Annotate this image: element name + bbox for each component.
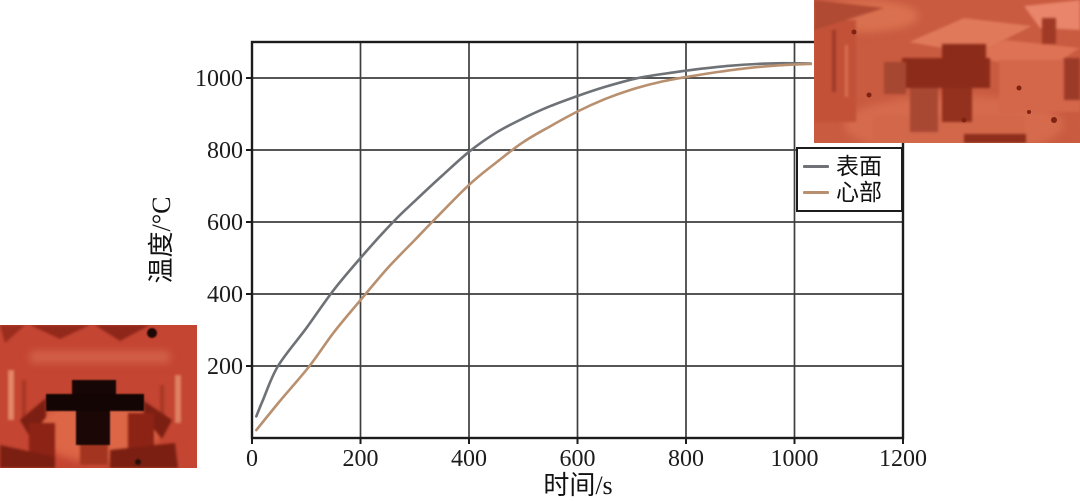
ceiling-shapes — [0, 325, 181, 425]
legend-entry-surface: 表面 — [803, 155, 896, 178]
x-tick-label: 200 — [343, 446, 379, 472]
y-axis-title: 温度/°C — [147, 197, 176, 284]
curve-core — [255, 62, 813, 432]
furnace-part-silhouette — [884, 44, 1026, 143]
surface-line-swatch — [803, 164, 829, 168]
x-tick-label: 1200 — [879, 446, 927, 472]
grid-lines — [251, 42, 904, 438]
x-tick-label: 800 — [668, 446, 704, 472]
chart-legend: 表面 心部 — [796, 147, 903, 212]
y-tick-label: 200 — [207, 354, 243, 380]
furnace-walls — [814, 0, 1080, 143]
core-line-swatch — [803, 191, 829, 195]
furnace-part-thermal-photo — [0, 325, 197, 468]
y-tick-label: 800 — [207, 138, 243, 164]
y-tick-label: 600 — [207, 210, 243, 236]
x-axis-title: 时间/s — [543, 471, 612, 500]
dark-halo-shapes — [0, 398, 178, 468]
x-tick-label: 400 — [451, 446, 487, 472]
curves — [255, 61, 813, 432]
tick-labels: 0 200 400 600 800 1000 1200 200 400 600 800 1000 — [195, 66, 927, 472]
y-tick-label: 400 — [207, 282, 243, 308]
furnace-specks — [851, 29, 1057, 123]
curve-surface — [255, 61, 813, 418]
legend-entry-core: 心部 — [803, 181, 896, 204]
x-tick-label: 0 — [246, 446, 258, 472]
y-tick-label: 1000 — [195, 66, 243, 92]
x-tick-label: 1000 — [771, 446, 819, 472]
furnace-interior-thermal-photo — [814, 0, 1080, 143]
legend-label-surface: 表面 — [836, 153, 882, 179]
x-tick-label: 600 — [560, 446, 596, 472]
axis-ticks — [246, 77, 904, 444]
legend-label-core: 心部 — [836, 180, 882, 206]
part-silhouette — [46, 328, 157, 465]
